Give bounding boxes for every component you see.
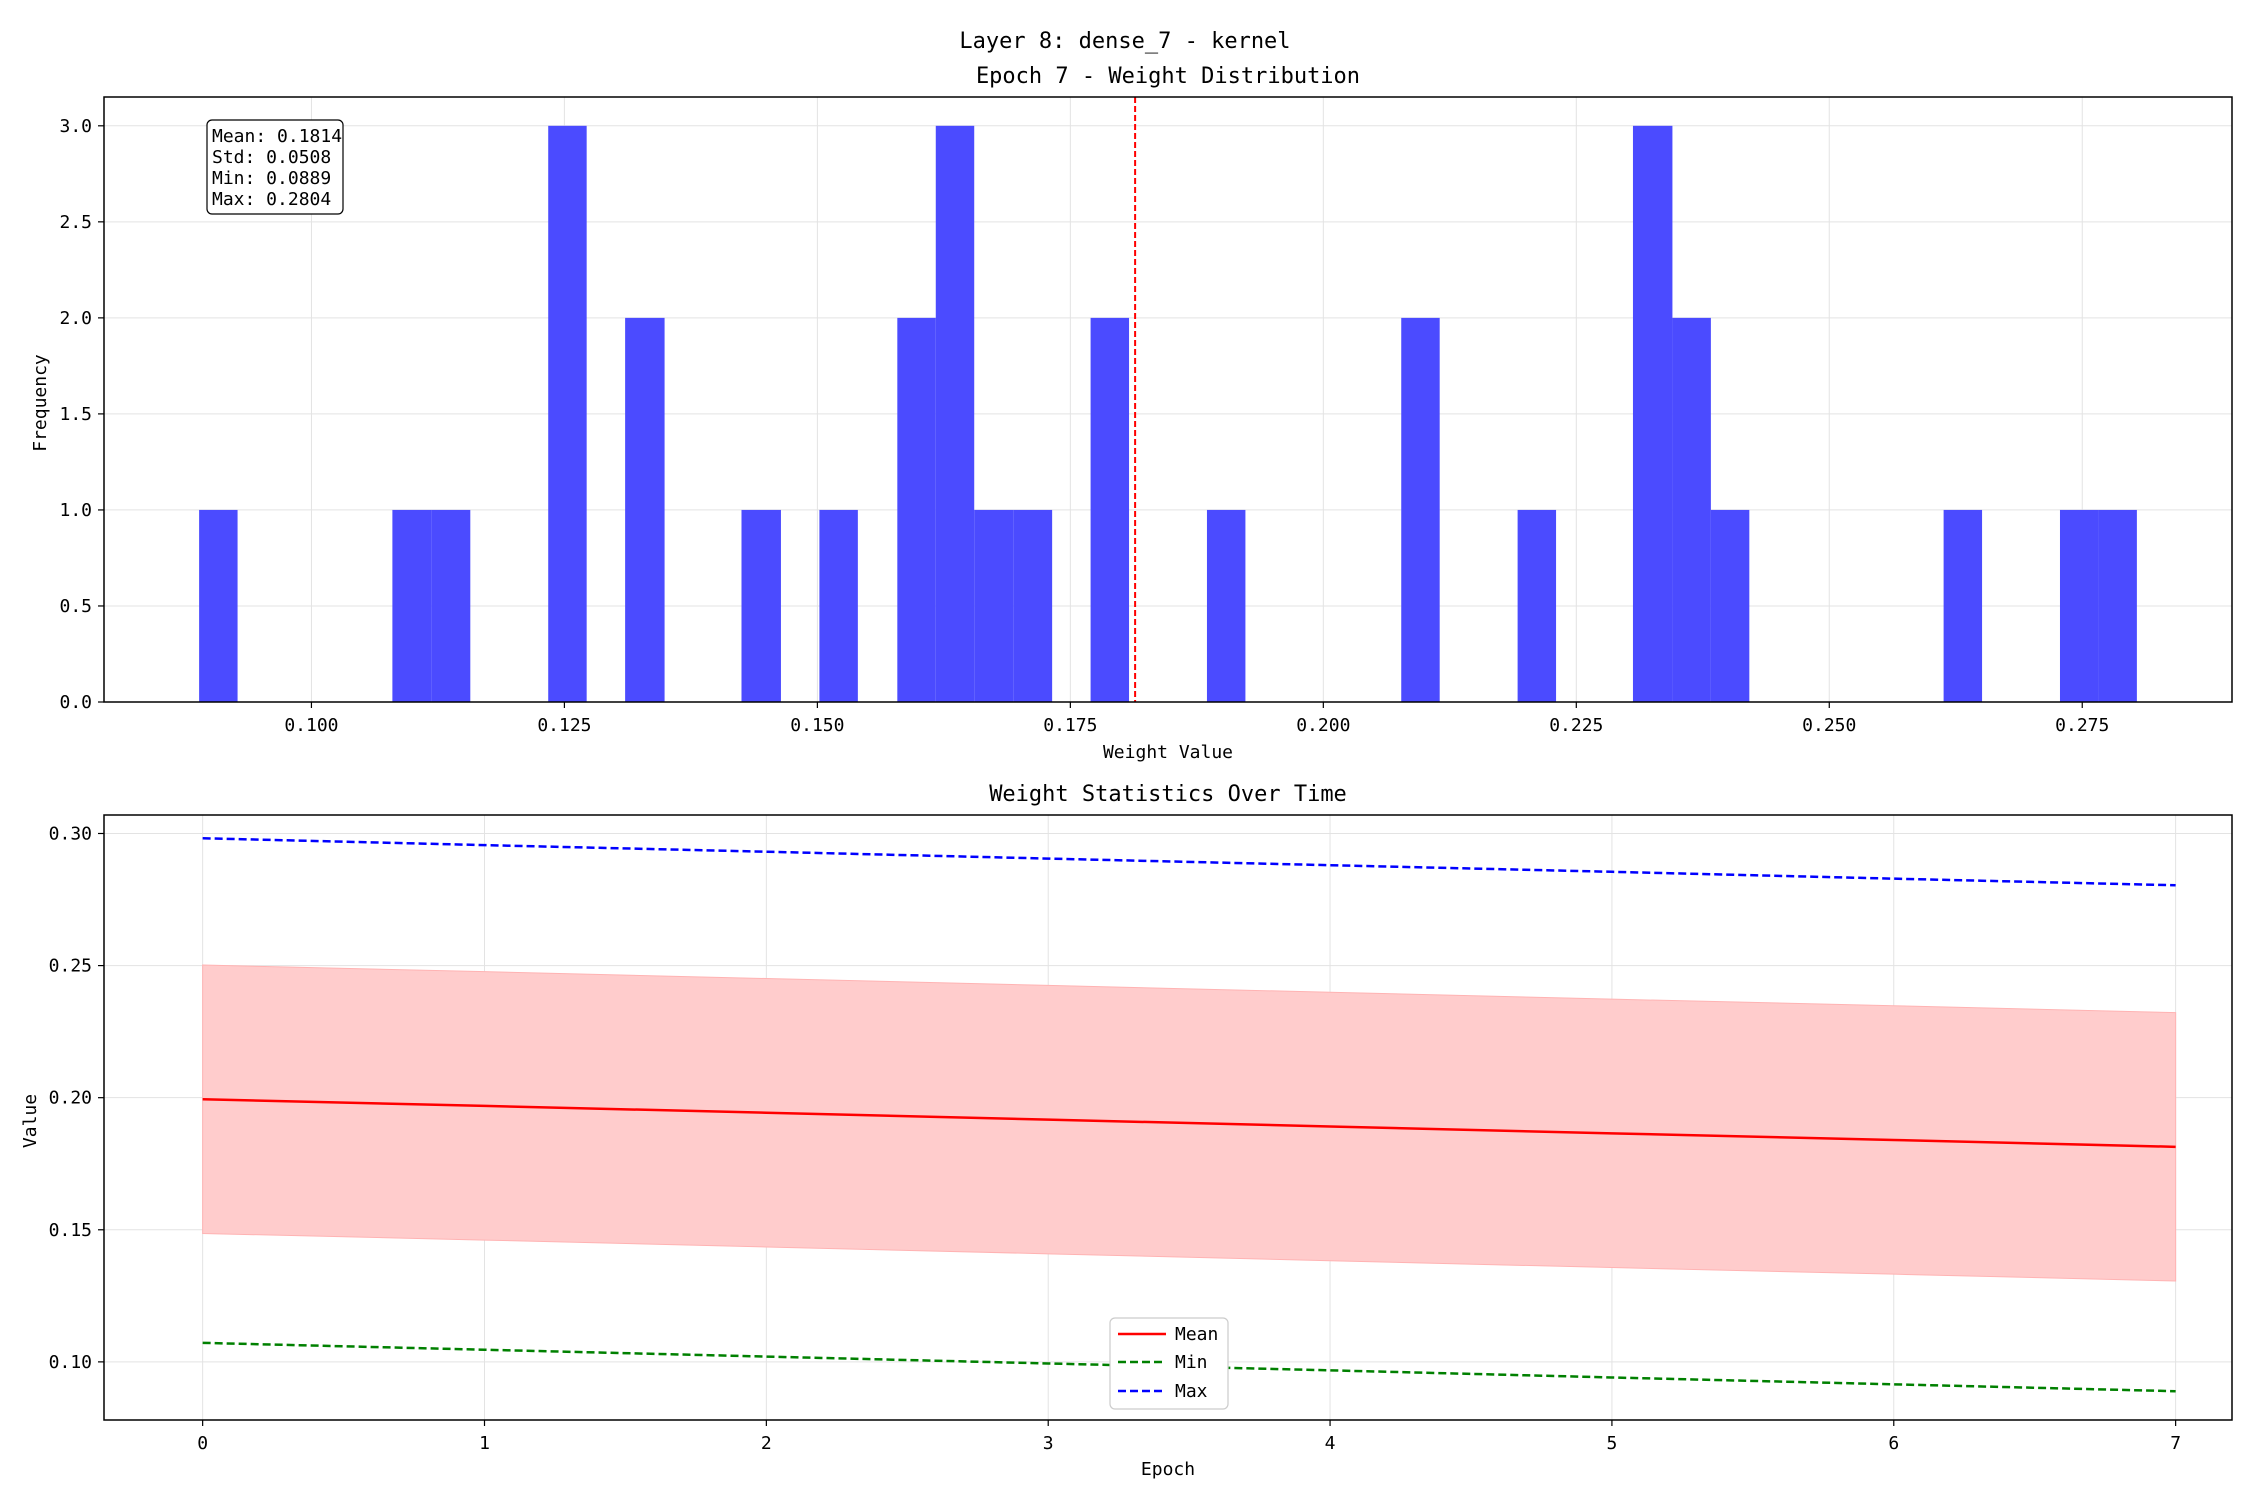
hist-x-ticks: 0.100 0.125 0.150 0.175 0.200 0.225 0.250 0.275 <box>284 702 2109 736</box>
hist-bar-11 <box>1090 317 1130 702</box>
hist-bar-18 <box>1943 509 1983 702</box>
line-xlabel: Epoch <box>1141 1459 1195 1480</box>
legend: Mean Min Max <box>1109 1317 1229 1410</box>
line-xtick-label-7: 7 <box>2170 1433 2181 1454</box>
hist-ytick-label-2: 1.0 <box>59 500 92 521</box>
hist-xtick-label-2: 0.150 <box>790 715 844 736</box>
hist-xtick-label-4: 0.200 <box>1296 715 1350 736</box>
hist-bar-1 <box>392 509 432 702</box>
line-xtick-label-2: 2 <box>761 1433 772 1454</box>
stats-box: Mean: 0.1814 Std: 0.0508 Min: 0.0889 Max… <box>206 119 344 215</box>
legend-mean-label: Mean <box>1175 1324 1218 1345</box>
hist-ytick-label-0: 0.0 <box>59 692 92 713</box>
hist-bar-15 <box>1632 125 1673 703</box>
hist-bar-20 <box>2098 509 2137 702</box>
hist-bar-12 <box>1206 509 1246 702</box>
hist-xtick-label-1: 0.125 <box>537 715 591 736</box>
line-ytick-label-4: 0.30 <box>49 823 92 844</box>
hist-ytick-label-4: 2.0 <box>59 308 92 329</box>
hist-xtick-label-3: 0.175 <box>1043 715 1097 736</box>
line-xtick-label-1: 1 <box>479 1433 490 1454</box>
hist-y-ticks: 0.0 0.5 1.0 1.5 2.0 2.5 3.0 <box>59 116 104 713</box>
line-ytick-label-3: 0.25 <box>49 956 92 977</box>
hist-bar-6 <box>819 509 858 702</box>
line-ytick-label-0: 0.10 <box>49 1352 92 1373</box>
hist-ytick-label-1: 0.5 <box>59 596 92 617</box>
series-mean-line <box>202 1098 2176 1149</box>
hist-bar-0 <box>199 509 238 702</box>
hist-ytick-label-5: 2.5 <box>59 212 92 233</box>
hist-bars <box>199 125 2137 703</box>
stats-std: Std: 0.0508 <box>212 147 331 168</box>
hist-bar-7 <box>897 317 936 702</box>
line-xtick-label-0: 0 <box>197 1433 208 1454</box>
hist-bar-8 <box>935 125 975 703</box>
line-axes-frame <box>103 814 2233 1421</box>
weight-statistics-chart: Weight Statistics Over Time 0 1 2 3 4 5 6 7 0.1… <box>20 782 2233 1480</box>
line-title: Weight Statistics Over Time <box>989 782 1347 807</box>
hist-xtick-label-6: 0.250 <box>1802 715 1856 736</box>
hist-ytick-label-3: 1.5 <box>59 404 92 425</box>
line-xtick-label-6: 6 <box>1888 1433 1899 1454</box>
hist-ytick-label-6: 3.0 <box>59 116 92 137</box>
hist-xtick-label-5: 0.225 <box>1549 715 1603 736</box>
legend-min-label: Min <box>1175 1352 1208 1373</box>
hist-bar-2 <box>431 509 471 702</box>
hist-bar-5 <box>741 509 781 702</box>
hist-xlabel: Weight Value <box>1103 742 1233 763</box>
hist-bar-14 <box>1517 509 1557 702</box>
figure-title: Layer 8: dense_7 - kernel <box>959 29 1290 54</box>
line-ytick-label-1: 0.15 <box>49 1220 92 1241</box>
stats-max: Max: 0.2804 <box>212 189 331 210</box>
stats-mean: Mean: 0.1814 <box>212 126 342 147</box>
hist-xtick-label-7: 0.275 <box>2055 715 2109 736</box>
line-ytick-label-2: 0.20 <box>49 1088 92 1109</box>
hist-ylabel: Frequency <box>30 354 51 452</box>
weight-distribution-chart: Epoch 7 - Weight Distribution 0.100 0.125… <box>30 64 2233 763</box>
line-xtick-label-5: 5 <box>1606 1433 1617 1454</box>
line-x-ticks: 0 1 2 3 4 5 6 7 <box>197 1420 2181 1454</box>
hist-axes-frame <box>103 96 2233 703</box>
hist-title: Epoch 7 - Weight Distribution <box>976 64 1360 89</box>
hist-xtick-label-0: 0.100 <box>284 715 338 736</box>
line-xtick-label-4: 4 <box>1325 1433 1336 1454</box>
legend-max-label: Max <box>1175 1381 1208 1402</box>
line-ylabel: Value <box>20 1094 41 1148</box>
hist-bar-19 <box>2059 509 2099 702</box>
line-y-ticks: 0.10 0.15 0.20 0.25 0.30 <box>49 823 104 1373</box>
hist-bar-17 <box>1710 509 1750 702</box>
hist-bar-13 <box>1401 317 1440 702</box>
line-xtick-label-3: 3 <box>1043 1433 1054 1454</box>
hist-bar-4 <box>625 317 665 702</box>
hist-bar-3 <box>548 125 587 703</box>
stats-box-frame <box>206 119 344 215</box>
series-max-line <box>202 836 2176 887</box>
legend-frame <box>1109 1317 1229 1410</box>
hist-bar-10 <box>1013 509 1053 702</box>
stats-min: Min: 0.0889 <box>212 168 331 189</box>
hist-bar-16 <box>1672 317 1711 702</box>
hist-bar-9 <box>974 509 1014 702</box>
